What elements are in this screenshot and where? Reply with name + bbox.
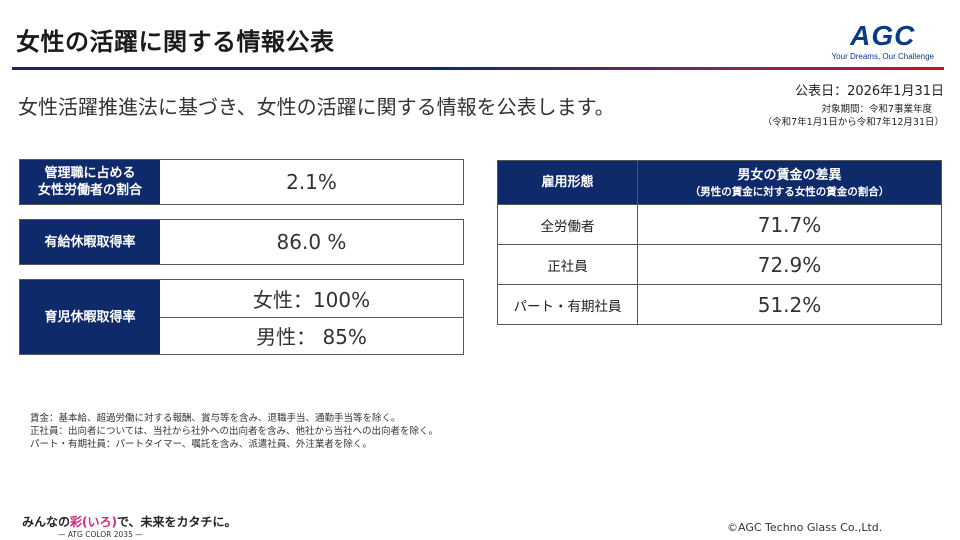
kpi-childcare-leave: 育児休暇取得率 女性：100% 男性： 85% bbox=[19, 279, 464, 355]
kpi-value-male: 男性： 85% bbox=[160, 317, 463, 354]
title-divider bbox=[12, 67, 944, 70]
kpi-label: 育児休暇取得率 bbox=[20, 280, 160, 354]
kpi-female-managers: 管理職に占める 女性労働者の割合 2.1% bbox=[19, 159, 464, 205]
kpi-value: 2.1% bbox=[160, 160, 463, 204]
copyright: ©AGC Techno Glass Co.,Ltd. bbox=[727, 521, 883, 534]
logo-mark: AGC bbox=[850, 20, 916, 51]
footnote-wage: 賃金：基本給、超過労働に対する報酬、賞与等を含み、退職手当、通勤手当等を除く。 bbox=[30, 413, 401, 424]
table-row: パート・有期社員 51.2% bbox=[497, 284, 942, 325]
header-wage-gap-title: 男女の賃金の差異 bbox=[737, 167, 842, 183]
header-wage-gap: 男女の賃金の差異 （男性の賃金に対する女性の賃金の割合） bbox=[637, 160, 942, 205]
publication-date: 公表日：2026年1月31日 bbox=[795, 84, 944, 99]
kpi-values: 女性：100% 男性： 85% bbox=[160, 280, 463, 354]
kpi-paid-leave: 有給休暇取得率 86.0 % bbox=[19, 219, 464, 265]
kpi-value-female: 女性：100% bbox=[160, 280, 463, 318]
row-value: 71.7% bbox=[637, 204, 942, 245]
page-title: 女性の活躍に関する情報公表 bbox=[16, 28, 335, 56]
table-row: 全労働者 71.7% bbox=[497, 204, 942, 245]
company-logo: AGC Your Dreams, Our Challenge bbox=[831, 20, 934, 62]
slogan-subtitle: — ATG COLOR 2035 — bbox=[58, 530, 143, 539]
kpi-label-line1: 管理職に占める bbox=[44, 166, 136, 181]
slogan-pre: みんなの bbox=[22, 515, 71, 529]
header-wage-gap-subtitle: （男性の賃金に対する女性の賃金の割合） bbox=[689, 185, 890, 198]
table-row: 正社員 72.9% bbox=[497, 244, 942, 285]
kpi-value: 86.0 % bbox=[160, 220, 463, 264]
footer-slogan: みんなの彩(いろ)で、未来をカタチに。 bbox=[22, 513, 237, 530]
row-category: パート・有期社員 bbox=[497, 284, 638, 325]
slogan-post: で、未来をカタチに。 bbox=[117, 515, 237, 529]
slogan-accent: 彩(いろ) bbox=[70, 515, 117, 529]
row-value: 51.2% bbox=[637, 284, 942, 325]
footnotes: 賃金：基本給、超過労働に対する報酬、賞与等を含み、退職手当、通勤手当等を除く。 … bbox=[30, 412, 438, 451]
lead-text: 女性活躍推進法に基づき、女性の活躍に関する情報を公表します。 bbox=[18, 95, 615, 119]
row-category: 正社員 bbox=[497, 244, 638, 285]
wage-gap-table: 雇用形態 男女の賃金の差異 （男性の賃金に対する女性の賃金の割合） 全労働者 7… bbox=[497, 160, 942, 325]
footnote-part-time: パート・有期社員：パートタイマー、嘱託を含み、派遣社員、外注業者を除く。 bbox=[30, 439, 372, 450]
row-value: 72.9% bbox=[637, 244, 942, 285]
kpi-label: 有給休暇取得率 bbox=[20, 220, 160, 264]
footnote-regular-employee: 正社員：出向者については、当社から社外への出向者を含み、他社から当社への出向者を… bbox=[30, 426, 439, 437]
target-period-range: （令和7年1月1日から令和7年12月31日） bbox=[762, 117, 944, 128]
logo-tagline: Your Dreams, Our Challenge bbox=[831, 52, 934, 61]
row-category: 全労働者 bbox=[497, 204, 638, 245]
kpi-label: 管理職に占める 女性労働者の割合 bbox=[20, 160, 160, 204]
header-employment-type: 雇用形態 bbox=[497, 160, 638, 205]
target-period-label: 対象期間：令和7事業年度 bbox=[821, 104, 932, 115]
kpi-label-line2: 女性労働者の割合 bbox=[37, 183, 142, 198]
table-header-row: 雇用形態 男女の賃金の差異 （男性の賃金に対する女性の賃金の割合） bbox=[497, 160, 942, 205]
